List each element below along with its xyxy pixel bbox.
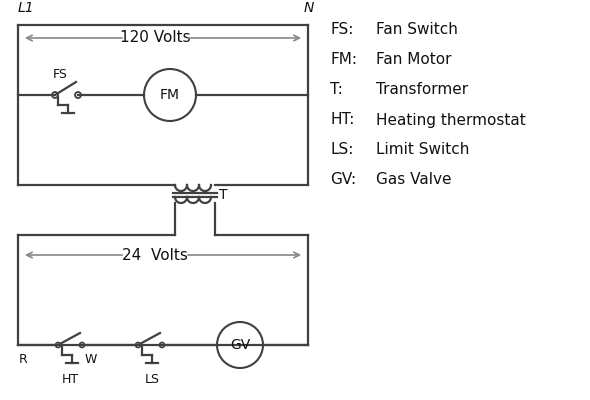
Text: LS:: LS: xyxy=(330,142,353,158)
Text: GV:: GV: xyxy=(330,172,356,188)
Text: Gas Valve: Gas Valve xyxy=(376,172,451,188)
Text: N: N xyxy=(304,1,314,15)
Text: 24  Volts: 24 Volts xyxy=(122,248,188,262)
Text: T: T xyxy=(219,188,228,202)
Text: R: R xyxy=(19,353,28,366)
Text: 120 Volts: 120 Volts xyxy=(120,30,191,46)
Text: Limit Switch: Limit Switch xyxy=(376,142,470,158)
Text: GV: GV xyxy=(230,338,250,352)
Text: L1: L1 xyxy=(18,1,35,15)
Text: Fan Motor: Fan Motor xyxy=(376,52,451,68)
Text: FS: FS xyxy=(53,68,68,81)
Text: LS: LS xyxy=(145,373,159,386)
Text: FM:: FM: xyxy=(330,52,357,68)
Text: Heating thermostat: Heating thermostat xyxy=(376,112,526,128)
Text: FM: FM xyxy=(160,88,180,102)
Text: T:: T: xyxy=(330,82,343,98)
Text: Fan Switch: Fan Switch xyxy=(376,22,458,38)
Text: HT:: HT: xyxy=(330,112,355,128)
Text: HT: HT xyxy=(61,373,78,386)
Text: W: W xyxy=(85,353,97,366)
Text: FS:: FS: xyxy=(330,22,353,38)
Text: Transformer: Transformer xyxy=(376,82,468,98)
